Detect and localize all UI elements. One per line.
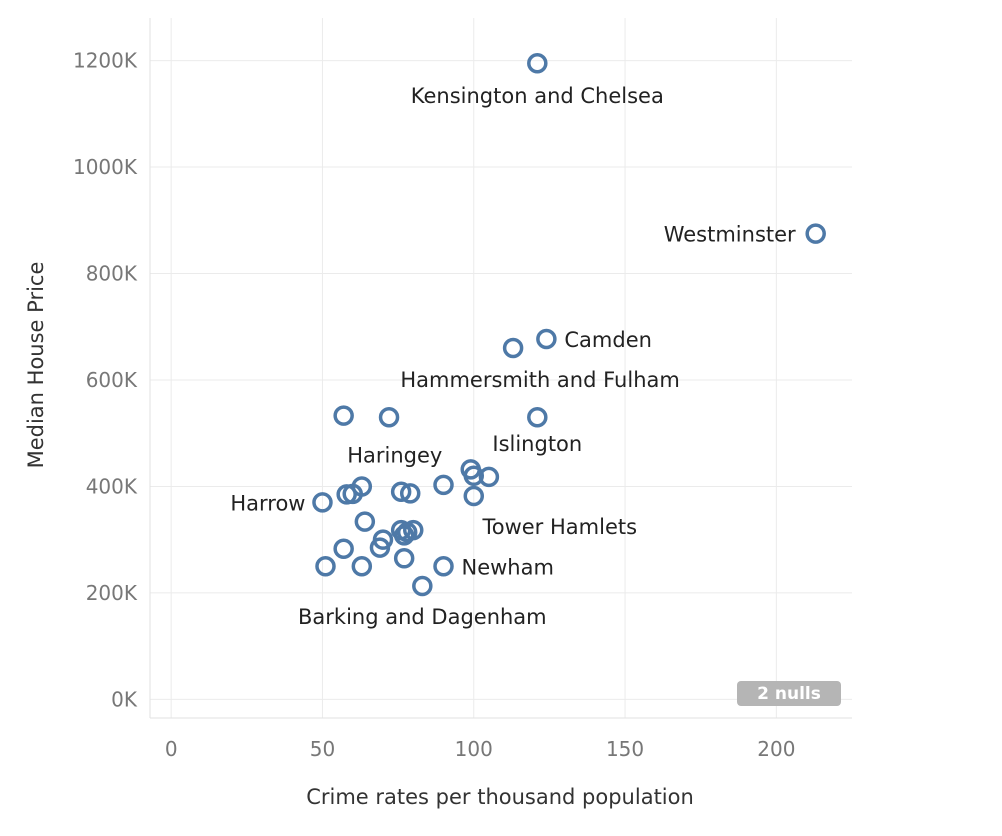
y-tick-label: 600K [86, 368, 138, 392]
y-tick-label: 1200K [73, 49, 138, 73]
scatter-point[interactable] [369, 537, 391, 558]
point-label: Harrow [230, 491, 305, 515]
x-axis-title: Crime rates per thousand population [306, 785, 694, 809]
point-label: Hammersmith and Fulham [400, 368, 679, 392]
scatter-point[interactable] [333, 538, 354, 559]
point-label: Camden [564, 328, 652, 352]
scatter-point[interactable] [463, 485, 485, 507]
nulls-indicator[interactable]: 2 nulls [737, 681, 841, 706]
x-tick-label: 200 [757, 737, 795, 761]
scatter-point[interactable] [463, 465, 485, 487]
scatter-point[interactable] [399, 483, 421, 504]
scatter-point[interactable] [354, 511, 376, 532]
y-axis-title: Median House Price [24, 262, 48, 469]
grid-lines [150, 18, 852, 718]
scatter-point[interactable] [433, 474, 454, 496]
x-tick-label: 50 [310, 737, 335, 761]
scatter-point[interactable] [805, 223, 826, 244]
x-tick-label: 0 [165, 737, 178, 761]
scatter-point[interactable] [502, 337, 524, 359]
scatter-point[interactable] [433, 556, 454, 577]
scatter-point[interactable] [390, 481, 412, 503]
point-labels: Kensington and Chelsea Westminster Camden H… [230, 84, 796, 629]
data-points [312, 52, 826, 597]
scatter-point[interactable] [478, 466, 500, 488]
x-tick-label: 150 [606, 737, 644, 761]
scatter-point[interactable] [333, 405, 354, 426]
y-tick-label: 800K [86, 262, 138, 286]
scatter-point[interactable] [412, 575, 433, 597]
y-tick-label: 400K [86, 474, 138, 498]
point-label: Tower Hamlets [481, 515, 637, 539]
scatter-point[interactable] [393, 548, 415, 569]
scatter-point[interactable] [527, 406, 548, 428]
scatter-point[interactable] [396, 521, 418, 543]
point-label: Islington [492, 432, 582, 456]
scatter-point[interactable] [315, 556, 336, 577]
nulls-badge[interactable] [737, 681, 841, 706]
point-label: Westminster [664, 223, 796, 247]
point-label: Kensington and Chelsea [411, 84, 664, 108]
scatter-point[interactable] [378, 406, 400, 428]
x-tick-label: 100 [455, 737, 493, 761]
y-tick-label: 1000K [73, 155, 138, 179]
y-tick-label: 200K [86, 581, 138, 605]
point-label: Barking and Dagenham [298, 605, 547, 629]
point-label: Haringey [347, 443, 442, 467]
point-label: Newham [462, 555, 554, 579]
scatter-point[interactable] [527, 52, 548, 74]
y-tick-label: 0K [111, 687, 138, 711]
scatter-point[interactable] [342, 483, 363, 505]
scatter-point[interactable] [312, 492, 333, 513]
nulls-label[interactable]: 2 nulls [757, 684, 821, 704]
scatter-point[interactable] [351, 556, 373, 577]
scatter-point[interactable] [393, 525, 415, 546]
axes: 0K 200K 400K 600K 800K 1000K 1200K 0 50 100 150 200 [73, 18, 852, 761]
scatter-point[interactable] [536, 328, 557, 350]
